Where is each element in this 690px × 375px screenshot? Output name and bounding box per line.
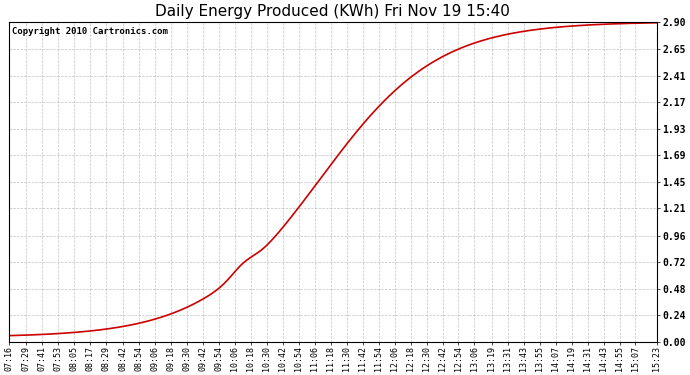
Title: Daily Energy Produced (KWh) Fri Nov 19 15:40: Daily Energy Produced (KWh) Fri Nov 19 1… xyxy=(155,4,510,19)
Text: Copyright 2010 Cartronics.com: Copyright 2010 Cartronics.com xyxy=(12,27,168,36)
